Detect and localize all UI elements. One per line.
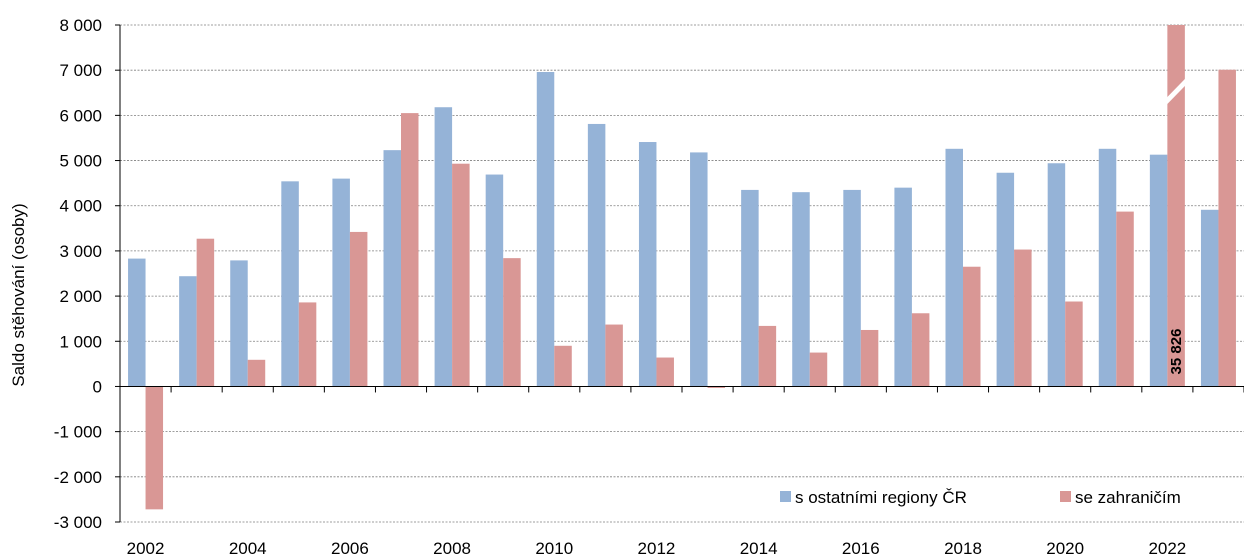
legend-swatch-abroad: [1060, 491, 1071, 502]
bar-regions-2012: [638, 142, 657, 387]
bar-abroad-2005: [298, 302, 317, 387]
x-tick-label: 2010: [535, 539, 573, 557]
y-tick-label: -2 000: [54, 468, 102, 487]
bar-abroad-2013: [707, 386, 726, 388]
bars: [128, 25, 1236, 510]
y-tick-label: 3 000: [59, 242, 102, 261]
bar-abroad-2008: [452, 163, 470, 387]
bar-abroad-2010: [554, 345, 572, 387]
bar-regions-2021: [1098, 148, 1117, 387]
bar-regions-2004: [230, 260, 248, 387]
bar-abroad-2015: [809, 352, 828, 387]
x-tick-label: 2022: [1148, 539, 1186, 557]
bar-regions-2016: [843, 189, 861, 387]
bar-regions-2005: [281, 181, 299, 387]
annotations: 35 826: [1168, 329, 1185, 375]
bar-regions-2013: [690, 152, 708, 387]
bar-abroad-2018: [963, 266, 981, 387]
x-tick-label: 2012: [638, 539, 676, 557]
bar-regions-2018: [945, 148, 963, 387]
bar-abroad-2002: [145, 386, 164, 510]
bar-regions-2010: [536, 71, 555, 387]
bar-abroad-2011: [605, 324, 623, 387]
bar-abroad-2007: [401, 113, 419, 387]
bar-regions-2020: [1047, 163, 1066, 387]
bar-abroad-2009: [503, 258, 521, 387]
axis-break-mark: [1166, 77, 1186, 105]
bar-abroad-2014: [758, 325, 777, 387]
x-tick-label: 2002: [127, 539, 165, 557]
legend-label-regions: s ostatními regiony ČR: [795, 488, 967, 507]
x-tick-label: 2020: [1046, 539, 1084, 557]
bar-abroad-2021: [1116, 211, 1134, 387]
x-tick-labels: 2002 2004 2006 2008 2010 2012 2014 2016 2018 2020…: [127, 539, 1187, 557]
legend: s ostatními regiony ČR se zahraničím: [780, 488, 1181, 507]
bar-abroad-2022: [1167, 25, 1185, 387]
bar-regions-2011: [587, 123, 606, 387]
y-tick-label: -3 000: [54, 513, 102, 532]
axes: [115, 24, 1244, 523]
bar-regions-2008: [434, 107, 453, 387]
x-tick-label: 2004: [229, 539, 267, 557]
bar-regions-2014: [741, 189, 759, 387]
bar-abroad-2012: [656, 357, 674, 387]
bar-abroad-2016: [860, 329, 879, 387]
legend-label-abroad: se zahraničím: [1075, 488, 1181, 507]
bar-abroad-2004: [247, 359, 266, 387]
legend-swatch-regions: [780, 491, 791, 502]
x-tick-label: 2016: [842, 539, 880, 557]
bar-regions-2017: [894, 187, 912, 387]
y-tick-labels: -3 000 -2 000 -1 000 0 1 000 2 000 3 000 4 000 5…: [54, 16, 102, 532]
bar-regions-2009: [485, 174, 504, 387]
bar-abroad-2003: [196, 238, 215, 387]
y-tick-label: 2 000: [59, 287, 102, 306]
y-tick-label: 0: [93, 377, 102, 396]
y-tick-label: -1 000: [54, 423, 102, 442]
bar-regions-2003: [179, 276, 197, 387]
x-tick-label: 2008: [433, 539, 471, 557]
bar-regions-2015: [792, 192, 810, 387]
bar-abroad-2019: [1014, 249, 1032, 387]
y-tick-label: 7 000: [59, 61, 102, 80]
y-axis-title: Saldo stěhování (osoby): [9, 203, 28, 386]
bar-regions-2002: [128, 258, 146, 387]
y-tick-label: 4 000: [59, 197, 102, 216]
bar-abroad-2006: [349, 231, 368, 387]
bar-regions-2007: [383, 150, 401, 387]
x-tick-label: 2006: [331, 539, 369, 557]
x-tick-label: 2014: [740, 539, 778, 557]
bar-abroad-2017: [911, 313, 930, 387]
bar-abroad-2023: [1218, 69, 1236, 387]
bar-regions-2006: [332, 178, 350, 387]
bar-regions-2023: [1200, 209, 1219, 387]
bar-regions-2019: [996, 172, 1015, 387]
bar-abroad-2020: [1065, 301, 1083, 387]
y-tick-label: 6 000: [59, 106, 102, 125]
data-label-2022-abroad: 35 826: [1168, 329, 1185, 375]
y-tick-label: 1 000: [59, 332, 102, 351]
x-tick-label: 2018: [944, 539, 982, 557]
y-tick-label: 5 000: [59, 152, 102, 171]
bar-regions-2022: [1149, 154, 1168, 387]
y-tick-label: 8 000: [59, 16, 102, 35]
